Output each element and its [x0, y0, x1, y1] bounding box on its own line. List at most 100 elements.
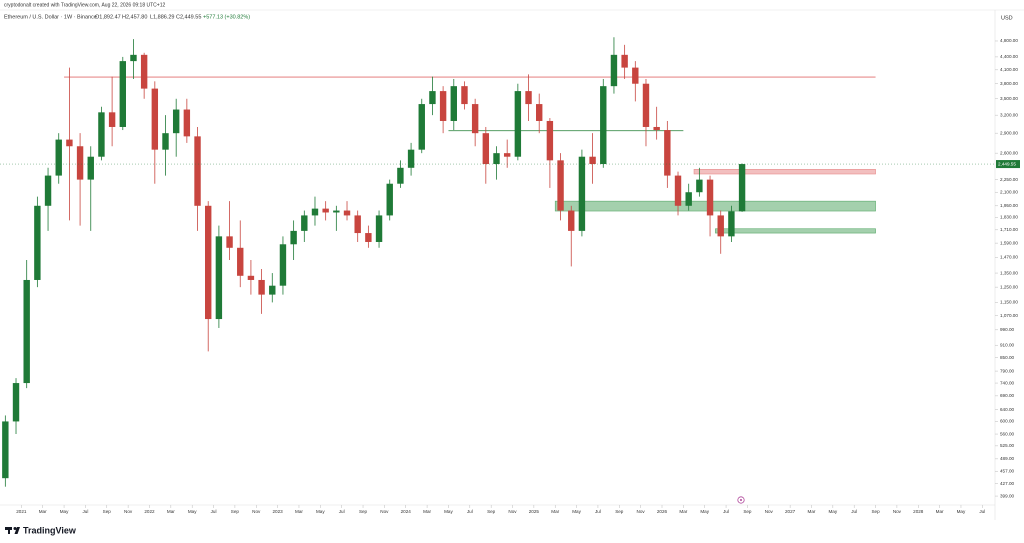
candle-body [621, 54, 628, 68]
candle-body [162, 133, 169, 150]
y-tick-label: 850.00 [1000, 355, 1014, 360]
x-tick-label: Jul [595, 509, 601, 514]
ohlc-high: H2,457.80 [122, 14, 147, 20]
x-tick-label: Nov [252, 509, 261, 514]
x-tick-label: May [444, 509, 453, 514]
x-tick-label: 2025 [529, 509, 540, 514]
x-tick-label: Jul [339, 509, 345, 514]
candle-body [279, 244, 287, 286]
y-tick-label: 560.00 [1000, 431, 1014, 436]
candle-body [642, 83, 650, 127]
candle-body [589, 156, 596, 165]
candle-body [354, 215, 361, 234]
drawings [64, 76, 876, 234]
candle-body [397, 167, 404, 184]
currency-label: USD [1001, 15, 1013, 21]
candle-body [76, 146, 84, 180]
candle-body [23, 279, 30, 384]
candle-body [34, 205, 41, 280]
y-tick-label: 1,710.00 [1000, 227, 1018, 232]
y-tick-label: 640.00 [1000, 407, 1014, 412]
candle-body [215, 236, 223, 320]
y-tick-label: 1,350.00 [1000, 270, 1018, 275]
x-tick-label: Jul [211, 509, 217, 514]
chart-title: Ethereum / U.S. Dollar · 1W · Binance [4, 14, 97, 20]
candle-body [696, 179, 703, 193]
x-tick-label: 2022 [144, 509, 155, 514]
event-icon [737, 496, 745, 504]
candle-body [269, 285, 276, 295]
candle-body [87, 156, 94, 180]
y-tick-label: 990.00 [1000, 327, 1014, 332]
price-zone [693, 169, 876, 175]
candle-body [674, 175, 682, 206]
attribution: cryptodonalt created with TradingView.co… [4, 2, 165, 8]
candle-body [568, 210, 575, 231]
brand: TradingView [23, 525, 77, 535]
y-tick-label: 2,100.00 [1000, 189, 1018, 194]
x-tick-label: Sep [871, 509, 880, 514]
candle-body [386, 183, 393, 216]
candle-body [557, 160, 564, 211]
candle-body [66, 139, 73, 147]
candle-body [375, 215, 383, 242]
candle-body [183, 109, 191, 137]
x-tick-label: May [188, 509, 197, 514]
candle-body [536, 104, 543, 121]
y-tick-label: 1,070.00 [1000, 313, 1018, 318]
y-tick-label: 2,900.00 [1000, 130, 1018, 135]
x-tick-label: Sep [743, 509, 752, 514]
x-tick-label: Sep [231, 509, 240, 514]
x-tick-label: 2026 [657, 509, 668, 514]
price-zone [554, 200, 876, 212]
x-tick-label: Sep [359, 509, 368, 514]
x-tick-label: Sep [103, 509, 112, 514]
candle-body [12, 383, 20, 422]
y-tick-label: 489.00 [1000, 456, 1014, 461]
y-tick-label: 2,600.00 [1000, 150, 1018, 155]
candles [2, 37, 746, 487]
y-tick-label: 790.00 [1000, 368, 1014, 373]
candle-body [247, 275, 255, 280]
x-tick-label: Mar [295, 509, 303, 514]
candle-body [151, 88, 159, 150]
candle-body [365, 233, 372, 242]
candle-body [471, 104, 479, 134]
candle-body [55, 139, 62, 176]
candle-body [418, 104, 425, 150]
candle-body [685, 192, 692, 206]
y-tick-label: 3,800.00 [1000, 81, 1018, 86]
y-tick-label: 1,150.00 [1000, 300, 1018, 305]
y-tick-label: 1,470.00 [1000, 255, 1018, 260]
x-tick-label: Sep [615, 509, 624, 514]
y-tick-label: 1,950.00 [1000, 203, 1018, 208]
x-tick-label: 2023 [272, 509, 283, 514]
candle-body [119, 61, 126, 127]
x-tick-label: Jul [723, 509, 729, 514]
x-tick-label: Nov [893, 509, 902, 514]
candle-body [258, 279, 265, 295]
candle-body [450, 86, 457, 121]
y-tick-label: 690.00 [1000, 393, 1014, 398]
candle-body [439, 91, 447, 121]
candle-body [140, 54, 148, 89]
candle-body [407, 149, 415, 168]
y-tick-label: 4,100.00 [1000, 67, 1018, 72]
candle-body [653, 126, 660, 131]
last-price-tag [996, 160, 1020, 169]
price-zone [715, 228, 876, 234]
x-tick-label: Nov [124, 509, 133, 514]
y-tick-label: 740.00 [1000, 380, 1014, 385]
candle-body [461, 86, 468, 105]
candle-body [525, 91, 532, 105]
candle-body [514, 91, 522, 157]
candle-body [98, 112, 105, 157]
x-tick-label: Mar [39, 509, 47, 514]
y-tick-label: 457.00 [1000, 468, 1014, 473]
candle-body [2, 421, 9, 479]
candle-body [311, 208, 319, 216]
candle-body [333, 210, 340, 213]
y-tick-label: 600.00 [1000, 419, 1014, 424]
